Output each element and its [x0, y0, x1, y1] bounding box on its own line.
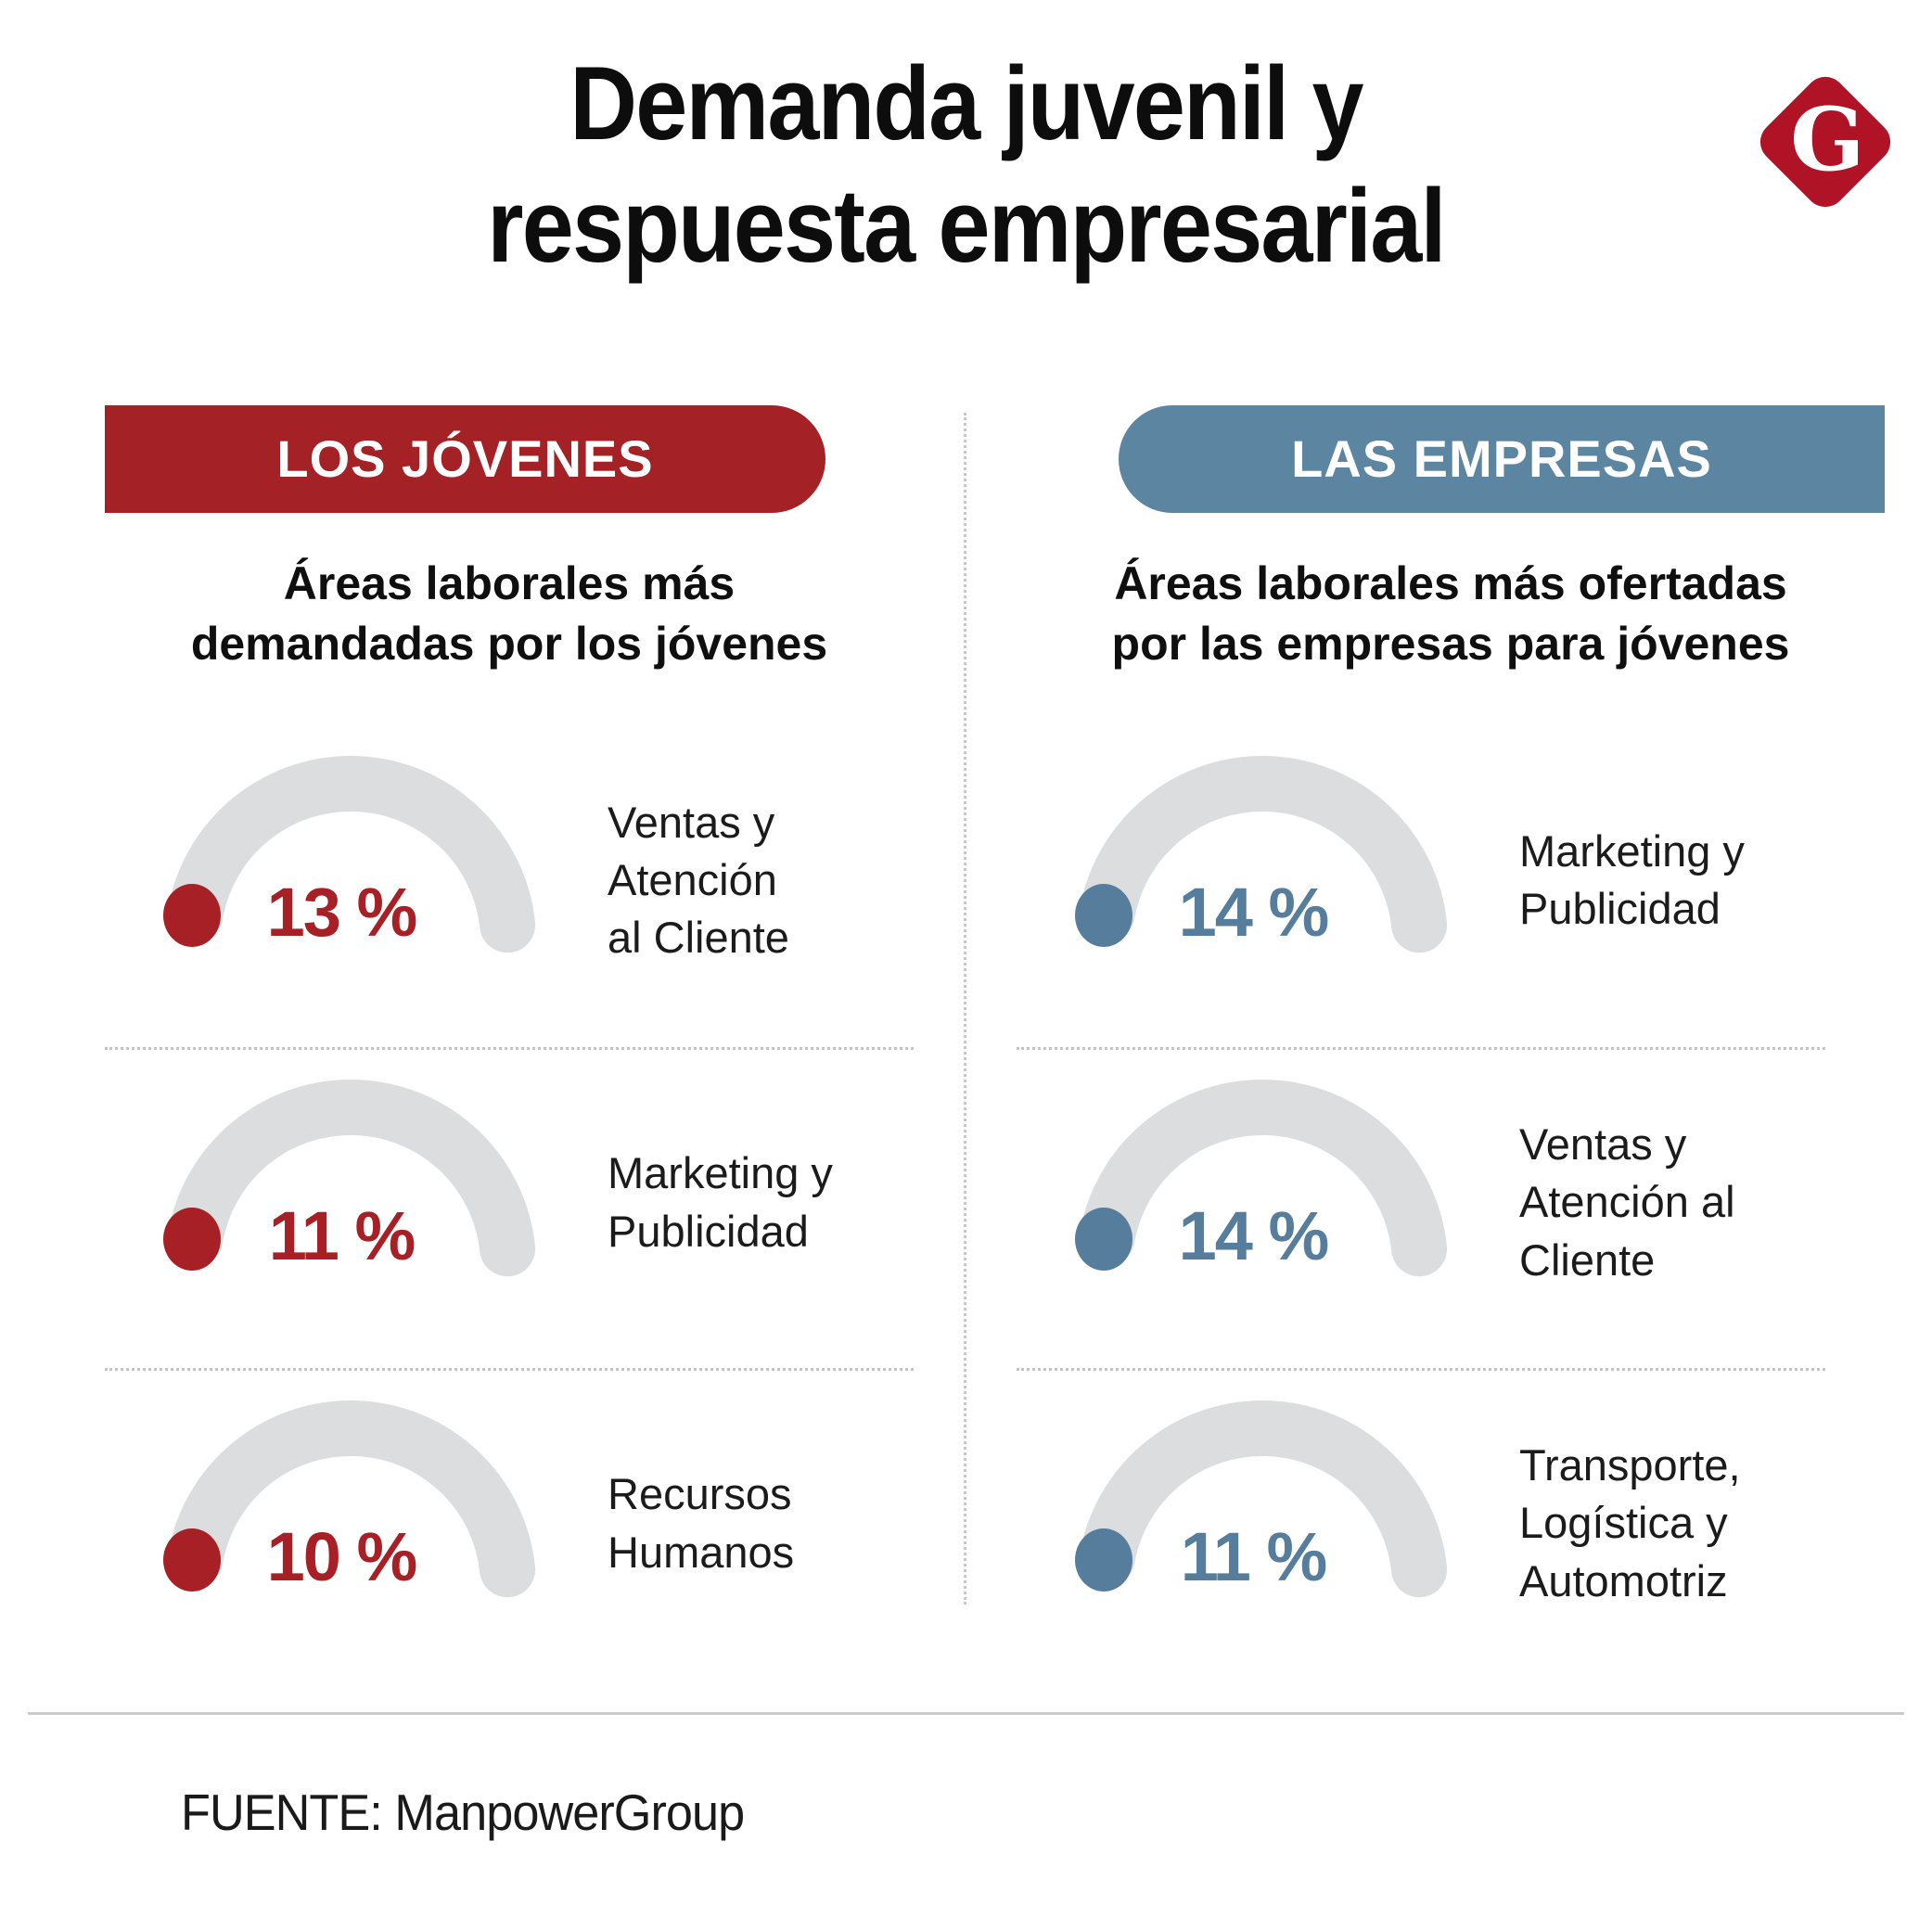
- gauge-chart: 14 %: [1075, 755, 1448, 953]
- gauge-arc: [167, 1079, 536, 1277]
- gauge-label: Recursos Humanos: [608, 1465, 914, 1580]
- gauge-value: 11 %: [269, 1197, 415, 1274]
- gauge-arc: [1079, 755, 1448, 953]
- subtitle-line: Áreas laborales más ofertadas: [1114, 557, 1787, 609]
- gauge-list-jovenes: 13 % Ventas y Atención al Cliente 11 % M…: [105, 739, 914, 1689]
- footer-divider: [28, 1712, 1904, 1715]
- page-title-line1: Demanda juvenil y: [569, 45, 1363, 161]
- gauge-value: 11 %: [1181, 1518, 1326, 1595]
- page-title-line2: respuesta empresarial: [487, 168, 1446, 285]
- brand-logo-letter: G: [1789, 88, 1865, 191]
- gauge-chart: 11 %: [1075, 1400, 1448, 1598]
- gauge-arc: [167, 1400, 536, 1598]
- gauge-chart: 14 %: [1075, 1079, 1448, 1277]
- column-header-jovenes: LOS JÓVENES: [105, 405, 825, 513]
- gauge-label: Marketing y Publicidad: [1519, 823, 1825, 938]
- column-header-empresas: LAS EMPRESAS: [1119, 405, 1885, 513]
- subtitle-line: Áreas laborales más: [283, 557, 736, 609]
- gauge-value: 14 %: [1179, 874, 1328, 951]
- subtitle-line: demandadas por los jóvenes: [190, 618, 828, 670]
- subtitle-line: por las empresas para jóvenes: [1111, 618, 1790, 670]
- gauge-chart: 13 %: [163, 755, 536, 953]
- gauge-dot: [163, 1208, 221, 1271]
- gauge-row: 11 % Transporte, Logística y Automotriz: [1017, 1368, 1825, 1689]
- gauge-arc: [167, 755, 536, 953]
- gauge-value: 10 %: [267, 1518, 416, 1595]
- gauge-dot: [1075, 1528, 1132, 1592]
- gauge-value: 14 %: [1179, 1197, 1328, 1274]
- gauge-label-line: Marketing y: [1519, 825, 1745, 876]
- gauge-label-line: Ventas y: [1519, 1119, 1687, 1170]
- column-jovenes: LOS JÓVENES Áreas laborales más demandad…: [105, 405, 914, 1689]
- gauge-dot: [1075, 884, 1132, 947]
- gauge-chart: 11 %: [163, 1079, 536, 1277]
- gauge-label-line: Humanos: [608, 1527, 795, 1577]
- gauge-label-line: Transporte,: [1519, 1440, 1741, 1490]
- gauge-label-line: Publicidad: [608, 1206, 809, 1256]
- gauge-label-line: Publicidad: [1519, 884, 1721, 933]
- gauge-label-line: Automotriz: [1519, 1555, 1728, 1605]
- gauge-label: Transporte, Logística y Automotriz: [1519, 1437, 1825, 1609]
- column-subtitle-jovenes: Áreas laborales más demandadas por los j…: [105, 554, 914, 674]
- gauge-chart: 10 %: [163, 1400, 536, 1598]
- gauge-row: 13 % Ventas y Atención al Cliente: [105, 739, 914, 1047]
- gauge-dot: [163, 884, 221, 947]
- gauge-list-empresas: 14 % Marketing y Publicidad 14 % Ventas …: [1017, 739, 1825, 1689]
- source-text: FUENTE: ManpowerGroup: [181, 1784, 745, 1841]
- gauge-label-line: Cliente: [1519, 1234, 1656, 1285]
- gauge-dot: [1075, 1208, 1132, 1271]
- gauge-label: Ventas y Atención al Cliente: [1519, 1116, 1825, 1288]
- page-title: Demanda juvenil y respuesta empresarial: [96, 43, 1836, 288]
- gauge-label-line: Ventas y: [608, 797, 775, 847]
- gauge-row: 14 % Ventas y Atención al Cliente: [1017, 1047, 1825, 1368]
- gauge-label-line: al Cliente: [608, 913, 789, 963]
- column-empresas: LAS EMPRESAS Áreas laborales más ofertad…: [1017, 405, 1885, 1689]
- gauge-label-line: Atención al: [1519, 1177, 1735, 1227]
- gauge-dot: [163, 1528, 221, 1592]
- gauge-arc: [1079, 1400, 1448, 1598]
- gauge-label-line: Marketing y: [608, 1148, 833, 1198]
- gauge-label: Marketing y Publicidad: [608, 1144, 914, 1259]
- gauge-label-line: Recursos: [608, 1469, 792, 1519]
- gauge-value: 13 %: [267, 874, 416, 951]
- gauge-label: Ventas y Atención al Cliente: [608, 794, 914, 966]
- gauge-label-line: Atención: [608, 854, 777, 904]
- gauge-row: 14 % Marketing y Publicidad: [1017, 739, 1825, 1047]
- column-divider: [964, 413, 966, 1605]
- gauge-arc: [1079, 1079, 1448, 1277]
- column-subtitle-empresas: Áreas laborales más ofertadas por las em…: [1017, 554, 1885, 674]
- gauge-row: 11 % Marketing y Publicidad: [105, 1047, 914, 1368]
- gauge-label-line: Logística y: [1519, 1498, 1728, 1548]
- gauge-row: 10 % Recursos Humanos: [105, 1368, 914, 1689]
